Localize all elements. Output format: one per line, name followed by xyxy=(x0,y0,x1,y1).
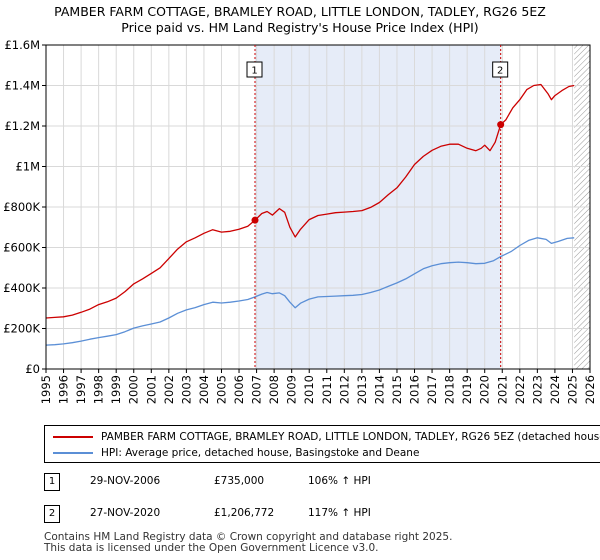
x-tick-label: 2023 xyxy=(530,375,544,404)
sale-date: 27-NOV-2020 xyxy=(90,507,161,519)
x-tick-label: 2013 xyxy=(355,375,369,404)
price-chart: £0 £200K £400K £600K £800K £1M £1.2M £1.4M £1.6M… xyxy=(3,38,597,404)
x-tick-label: 2025 xyxy=(565,375,579,404)
sale-badge: 2 xyxy=(44,505,60,523)
sale-price: £735,000 xyxy=(214,475,265,487)
y-tick-label: £0 xyxy=(25,362,40,376)
x-tick-label: 2018 xyxy=(443,375,457,404)
sale-badge: 1 xyxy=(44,473,60,491)
footer-licence: This data is licensed under the Open Gov… xyxy=(44,542,379,554)
series-line-hpi xyxy=(45,237,575,346)
y-tick-label: £1M xyxy=(15,160,40,174)
y-tick-label: £1.6M xyxy=(4,38,40,52)
sale-hpi-change: 106% ↑ HPI xyxy=(308,475,371,487)
x-tick-label: 2011 xyxy=(320,375,334,404)
x-tick-label: 2017 xyxy=(425,375,439,404)
x-tick-label: 2021 xyxy=(495,375,509,404)
y-tick-label: £1.2M xyxy=(4,119,40,133)
y-tick-label: £200K xyxy=(3,322,40,336)
legend-label-property: PAMBER FARM COTTAGE, BRAMLEY ROAD, LITTL… xyxy=(101,431,600,443)
sale-point xyxy=(251,216,259,224)
x-tick-label: 2015 xyxy=(390,375,404,404)
x-tick-label: 2022 xyxy=(513,375,527,404)
x-tick-label: 1999 xyxy=(109,375,123,404)
legend-swatch-hpi xyxy=(53,452,93,454)
x-tick-label: 2016 xyxy=(408,375,422,404)
x-tick-label: 2000 xyxy=(127,375,141,404)
chart-subtitle: Price paid vs. HM Land Registry's House … xyxy=(121,20,479,35)
x-tick-label: 2005 xyxy=(214,375,228,404)
legend-swatch-property xyxy=(53,436,93,438)
x-tick-label: 2012 xyxy=(337,375,351,404)
sale-label-box xyxy=(492,61,509,78)
x-tick-label: 1995 xyxy=(39,375,53,404)
x-tick-label: 2008 xyxy=(267,375,281,404)
x-tick-label: 2003 xyxy=(179,375,193,404)
x-tick-label: 2020 xyxy=(478,375,492,404)
x-tick-label: 2019 xyxy=(460,375,474,404)
chart-legend: PAMBER FARM COTTAGE, BRAMLEY ROAD, LITTL… xyxy=(44,425,600,463)
x-tick-label: 2001 xyxy=(144,375,158,404)
x-tick-label: 1998 xyxy=(92,375,106,404)
x-tick-label: 2007 xyxy=(250,375,264,404)
x-tick-label: 2014 xyxy=(372,375,386,404)
x-tick-label: 2024 xyxy=(548,375,562,404)
sale-label-box xyxy=(246,61,263,78)
sale-price: £1,206,772 xyxy=(214,507,275,519)
y-tick-label: £400K xyxy=(3,281,40,295)
sale-point xyxy=(497,121,505,129)
sale-label-number: 2 xyxy=(497,66,503,77)
sale-label-number: 1 xyxy=(251,66,257,77)
x-tick-label: 2002 xyxy=(162,375,176,404)
sale-date: 29-NOV-2006 xyxy=(90,475,161,487)
x-tick-label: 2026 xyxy=(583,375,597,404)
chart-title: PAMBER FARM COTTAGE, BRAMLEY ROAD, LITTL… xyxy=(54,4,546,19)
x-tick-label: 2006 xyxy=(232,375,246,404)
legend-label-hpi: HPI: Average price, detached house, Basi… xyxy=(101,447,420,459)
x-tick-label: 2004 xyxy=(197,375,211,404)
footer-copyright: Contains HM Land Registry data © Crown c… xyxy=(44,531,453,543)
x-tick-label: 2010 xyxy=(302,375,316,404)
series-line-property xyxy=(45,83,575,319)
y-tick-label: £1.4M xyxy=(4,79,40,93)
y-tick-label: £800K xyxy=(3,200,40,214)
sale-hpi-change: 117% ↑ HPI xyxy=(308,507,371,519)
x-tick-label: 1996 xyxy=(57,375,71,404)
x-tick-label: 2009 xyxy=(285,375,299,404)
y-tick-label: £600K xyxy=(3,241,40,255)
x-tick-label: 1997 xyxy=(74,375,88,404)
